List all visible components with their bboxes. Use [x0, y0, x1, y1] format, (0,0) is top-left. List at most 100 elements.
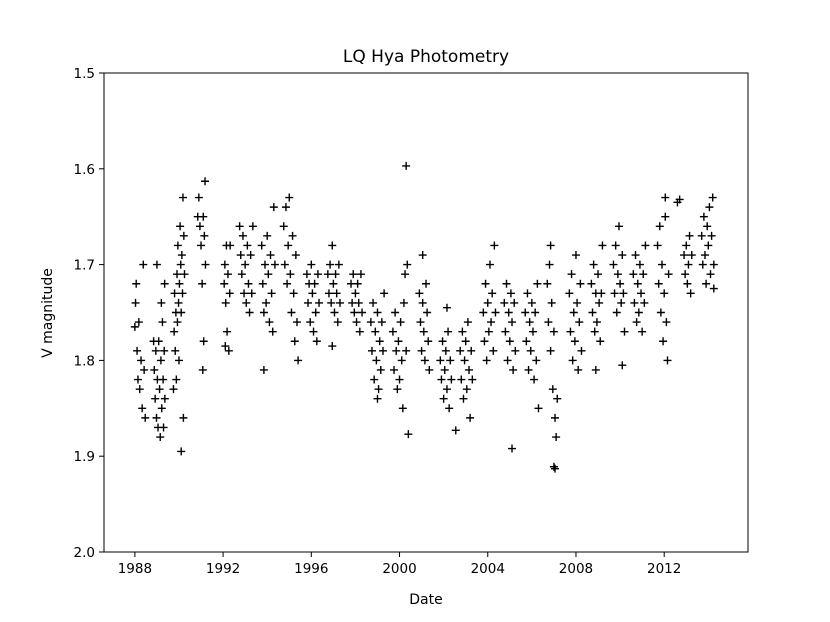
x-tick-label: 2000	[382, 561, 416, 577]
data-point	[570, 337, 579, 346]
data-point	[437, 375, 446, 384]
data-point	[683, 279, 692, 288]
data-point	[465, 365, 474, 374]
data-point	[485, 260, 494, 269]
data-point	[199, 212, 208, 221]
data-point	[333, 318, 342, 327]
data-point	[220, 279, 229, 288]
data-point	[708, 193, 717, 202]
data-point	[441, 346, 450, 355]
data-point	[306, 318, 315, 327]
data-point	[632, 318, 641, 327]
data-point	[680, 251, 689, 260]
data-point	[353, 279, 362, 288]
data-point	[220, 260, 229, 269]
data-point	[682, 241, 691, 250]
data-point	[366, 318, 375, 327]
data-point	[328, 342, 337, 351]
data-point	[310, 279, 319, 288]
data-point	[402, 346, 411, 355]
data-point	[638, 327, 647, 336]
data-point	[157, 404, 166, 413]
data-point	[373, 394, 382, 403]
x-tick-label: 2008	[559, 561, 593, 577]
data-point	[176, 222, 185, 231]
data-point	[592, 318, 601, 327]
data-point	[262, 298, 271, 307]
data-point	[640, 298, 649, 307]
data-point	[488, 289, 497, 298]
data-point	[398, 404, 407, 413]
data-point	[221, 298, 230, 307]
x-tick-label: 1992	[206, 561, 240, 577]
data-point	[175, 279, 184, 288]
data-point	[589, 260, 598, 269]
data-point	[170, 327, 179, 336]
data-point	[551, 464, 560, 473]
x-tick-label: 1996	[294, 561, 328, 577]
data-point	[596, 337, 605, 346]
data-point	[238, 231, 247, 240]
data-point	[546, 346, 555, 355]
data-point	[177, 308, 186, 317]
data-point	[291, 251, 300, 260]
data-point	[543, 279, 552, 288]
data-point	[661, 212, 670, 221]
data-point	[531, 308, 540, 317]
data-point	[630, 298, 639, 307]
data-point	[686, 289, 695, 298]
data-point	[243, 241, 252, 250]
data-point	[401, 270, 410, 279]
data-point	[225, 289, 234, 298]
data-point	[131, 298, 140, 307]
data-point	[240, 289, 249, 298]
data-point	[618, 361, 627, 370]
data-point	[444, 327, 453, 336]
data-point	[573, 298, 582, 307]
data-point	[396, 318, 405, 327]
data-point	[591, 365, 600, 374]
data-point	[546, 241, 555, 250]
data-point	[138, 404, 147, 413]
data-point	[616, 279, 625, 288]
data-point	[548, 385, 557, 394]
data-point	[268, 327, 277, 336]
data-point	[707, 231, 716, 240]
data-point	[641, 241, 650, 250]
data-point	[482, 356, 491, 365]
data-point	[394, 337, 403, 346]
data-point	[259, 308, 268, 317]
data-point	[199, 337, 208, 346]
data-point	[179, 231, 188, 240]
data-point	[614, 222, 623, 231]
data-point	[399, 298, 408, 307]
data-point	[633, 279, 642, 288]
data-point	[617, 298, 626, 307]
data-point	[372, 356, 381, 365]
data-point	[491, 308, 500, 317]
data-point	[574, 365, 583, 374]
data-point	[569, 308, 578, 317]
plot-frame	[103, 72, 749, 553]
data-point	[527, 298, 536, 307]
data-point	[468, 375, 477, 384]
data-point	[440, 365, 449, 374]
data-point	[248, 222, 257, 231]
data-point	[328, 241, 337, 250]
data-point	[259, 365, 268, 374]
x-tick-label: 2004	[471, 561, 505, 577]
data-point	[704, 241, 713, 250]
data-point	[500, 298, 509, 307]
data-point	[506, 289, 515, 298]
data-point	[178, 193, 187, 202]
data-point	[373, 308, 382, 317]
data-point	[236, 251, 245, 260]
data-point	[566, 327, 575, 336]
data-point	[659, 337, 668, 346]
data-point	[522, 337, 531, 346]
data-point	[304, 298, 313, 307]
data-point	[307, 260, 316, 269]
data-point	[371, 327, 380, 336]
data-point	[313, 270, 322, 279]
